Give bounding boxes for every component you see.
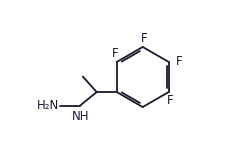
Text: NH: NH — [72, 110, 89, 123]
Text: H₂N: H₂N — [37, 99, 59, 112]
Text: F: F — [167, 94, 173, 107]
Text: F: F — [176, 55, 182, 69]
Text: F: F — [141, 32, 148, 45]
Text: F: F — [112, 47, 118, 60]
